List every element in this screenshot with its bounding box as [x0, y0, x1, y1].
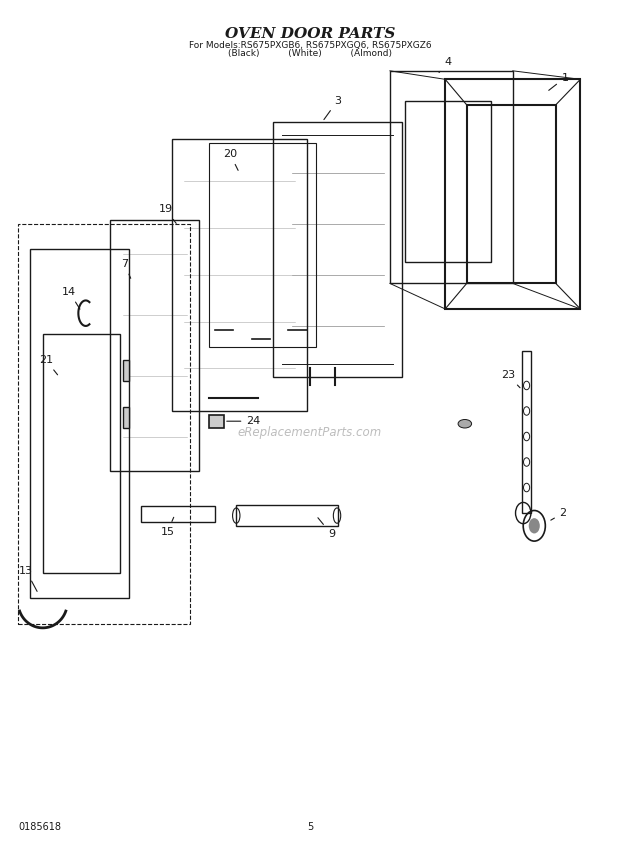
Bar: [390, 71, 513, 283]
Bar: [172, 139, 307, 411]
Bar: [522, 352, 531, 513]
Text: 14: 14: [62, 287, 80, 309]
Bar: [445, 80, 580, 309]
Text: 0185618: 0185618: [18, 822, 61, 832]
Bar: [43, 335, 120, 573]
Text: 3: 3: [324, 96, 341, 120]
Text: 19: 19: [159, 205, 176, 223]
Bar: [18, 224, 190, 624]
Bar: [208, 143, 316, 348]
Text: 24: 24: [227, 416, 260, 426]
Text: 5: 5: [307, 822, 313, 832]
Bar: [110, 220, 200, 471]
Text: 9: 9: [318, 518, 335, 539]
Bar: [273, 122, 402, 377]
Bar: [405, 100, 491, 262]
Text: 21: 21: [38, 355, 58, 375]
Bar: [123, 407, 129, 428]
Text: 4: 4: [439, 57, 452, 73]
Text: eReplacementParts.com: eReplacementParts.com: [238, 425, 382, 439]
Text: 13: 13: [19, 566, 37, 591]
Text: 1: 1: [549, 73, 569, 91]
Text: 15: 15: [161, 517, 174, 537]
Bar: [30, 249, 129, 598]
Text: (Black)          (White)          (Almond): (Black) (White) (Almond): [228, 50, 392, 58]
Bar: [236, 504, 338, 526]
Bar: [467, 104, 556, 283]
Text: For Models:RS675PXGB6, RS675PXGQ6, RS675PXGZ6: For Models:RS675PXGB6, RS675PXGQ6, RS675…: [188, 41, 432, 50]
Bar: [208, 415, 224, 428]
Circle shape: [529, 518, 540, 533]
Bar: [123, 360, 129, 381]
Text: 20: 20: [223, 149, 238, 170]
Text: 2: 2: [551, 508, 567, 520]
Text: OVEN DOOR PARTS: OVEN DOOR PARTS: [225, 27, 395, 41]
Bar: [141, 506, 215, 521]
Text: 7: 7: [121, 259, 131, 278]
Ellipse shape: [458, 419, 472, 428]
Text: 23: 23: [501, 371, 520, 388]
